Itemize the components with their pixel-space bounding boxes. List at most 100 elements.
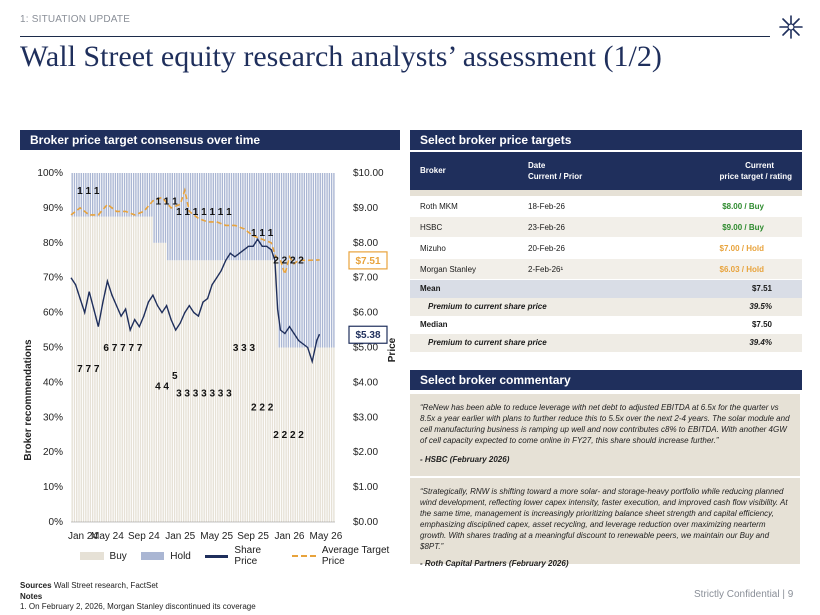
buy-bar (105, 216, 108, 522)
y2-tick-label: $2.00 (353, 447, 378, 458)
hold-bar (169, 173, 171, 261)
hold-bar (185, 173, 187, 261)
target-callout: $7.51 (355, 256, 380, 267)
buy-bar (148, 216, 151, 522)
chart-panel-header: Broker price target consensus over time (20, 130, 400, 150)
broker-date: 23-Feb-26 (528, 223, 565, 232)
buy-bar (167, 260, 169, 522)
summary-value: 39.4% (749, 338, 772, 347)
x-tick-label: Jan 25 (165, 531, 195, 542)
hold-bar (101, 173, 103, 217)
y-tick-label: 70% (43, 273, 63, 284)
hold-bar (264, 173, 267, 261)
table-row: Roth MKM 18-Feb-26 $8.00 / Buy (410, 196, 802, 217)
hold-bar (119, 173, 121, 217)
buy-bar (196, 260, 199, 522)
buy-bar (107, 216, 110, 522)
y2-tick-label: $6.00 (353, 308, 378, 319)
x-tick-label: May 26 (309, 531, 342, 542)
y2-tick-label: $0.00 (353, 517, 378, 528)
hold-bar (146, 173, 148, 217)
buy-bar (226, 260, 228, 522)
share-callout-box (348, 325, 388, 344)
hold-bar (239, 173, 242, 261)
hold-bar (173, 173, 176, 261)
buy-bar (242, 260, 244, 522)
y-tick-label: 80% (43, 238, 63, 249)
summary-value: 39.5% (749, 302, 772, 311)
buy-bar (121, 216, 123, 522)
targets-panel-header: Select broker price targets (410, 130, 802, 150)
recommendation-count-label: 3 3 3 3 3 3 3 (176, 388, 232, 399)
buy-bar (189, 260, 192, 522)
hold-bar (187, 173, 189, 261)
buy-bar (132, 216, 135, 522)
hold-bar (87, 173, 89, 217)
hold-bar (260, 173, 262, 261)
legend-buy: Buy (109, 550, 127, 562)
hold-bar (269, 173, 271, 261)
buy-bar (94, 216, 96, 522)
legend-share-swatch (204, 554, 229, 558)
hold-bar (249, 173, 251, 261)
hold-bar (89, 173, 92, 217)
buy-bar (312, 347, 315, 522)
commentary-roth: “Strategically, RNW is shifting toward a… (410, 478, 800, 568)
buy-bar (269, 260, 271, 522)
buy-bar (98, 216, 101, 522)
hold-bar (142, 173, 144, 217)
legend-share-price: Share Price (234, 545, 262, 567)
hold-bar (121, 173, 123, 217)
sources-text: Wall Street research, FactSet (53, 581, 158, 590)
hold-bar (214, 173, 217, 261)
buy-bar (198, 260, 201, 522)
hold-bar (167, 173, 169, 261)
hold-bar (253, 173, 255, 261)
buy-bar (287, 347, 290, 522)
chart-legend: Buy Hold Share Price Average Target Pric… (80, 545, 400, 567)
y2-tick-label: $9.00 (353, 203, 378, 214)
broker-target: $7.00 / Hold (719, 244, 764, 253)
buy-bar (233, 260, 235, 522)
y-tick-label: 90% (43, 203, 63, 214)
x-tick-label: Sep 25 (237, 531, 269, 542)
hold-bar (271, 173, 274, 261)
buy-bar (324, 347, 326, 522)
buy-bar (178, 260, 180, 522)
hold-bar (201, 173, 203, 261)
hold-bar (114, 173, 117, 217)
hold-bar (276, 173, 278, 261)
hold-bar (235, 173, 237, 261)
buy-bar (80, 216, 82, 522)
buy-bar (221, 260, 224, 522)
broker-target: $8.00 / Buy (722, 202, 764, 211)
hold-bar (126, 173, 128, 217)
hold-bar (326, 173, 328, 348)
hold-bar (80, 173, 82, 217)
y2-tick-label: $7.00 (353, 273, 378, 284)
buy-bar (301, 347, 303, 522)
buy-bar (289, 347, 292, 522)
firm-logo-icon (779, 15, 803, 39)
footer-note-1: 1. On February 2, 2026, Morgan Stanley d… (20, 602, 256, 611)
hold-bar (189, 173, 192, 261)
header-rule (20, 36, 770, 37)
broker-name: Roth MKM (420, 202, 458, 211)
summary-label: Mean (420, 284, 441, 293)
buy-bar (185, 260, 187, 522)
y2-tick-label: $3.00 (353, 412, 378, 423)
buy-bar (173, 260, 176, 522)
commentary-hsbc: “ReNew has been able to reduce leverage … (410, 394, 800, 476)
table-row: Mizuho 20-Feb-26 $7.00 / Hold (410, 238, 802, 259)
buy-bar (235, 260, 237, 522)
buy-bar (89, 216, 92, 522)
hold-bar (296, 173, 299, 348)
buy-bar (210, 260, 212, 522)
hold-bar (76, 173, 78, 217)
share-price-line (70, 238, 321, 365)
buy-bar (137, 216, 139, 522)
hold-bar (105, 173, 108, 217)
hold-bar (198, 173, 201, 261)
buy-bar (101, 216, 103, 522)
hold-bar (267, 173, 269, 261)
